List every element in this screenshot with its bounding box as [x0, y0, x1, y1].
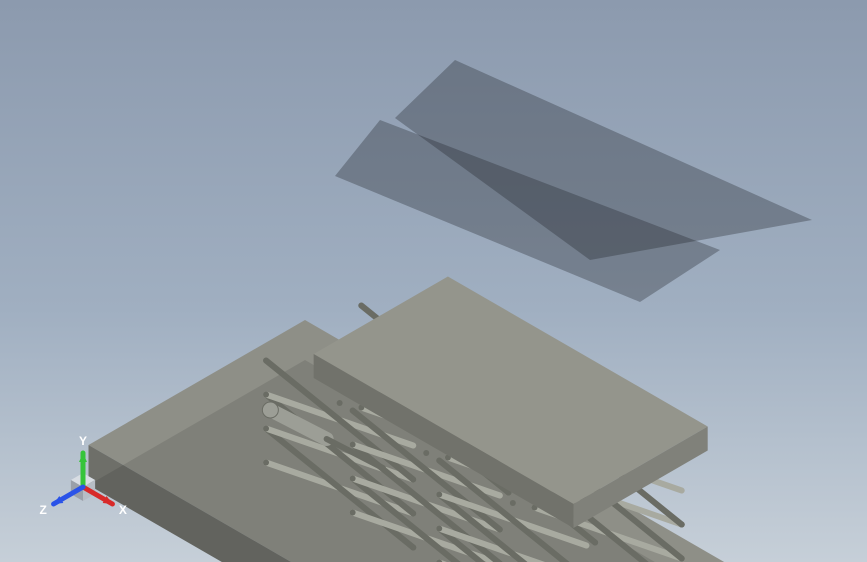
y-axis-label: Y [79, 434, 87, 448]
pivot [605, 530, 611, 536]
actuator-cap [262, 402, 278, 418]
axis-triad[interactable]: X Y Z [28, 432, 138, 542]
x-axis-label: X [119, 503, 127, 517]
z-axis-label: Z [39, 503, 46, 517]
pivot [436, 526, 442, 532]
pivot [350, 510, 356, 516]
axis-triad-svg: X Y Z [28, 432, 138, 542]
pivot [497, 527, 503, 533]
pivot [350, 442, 356, 448]
pivot [423, 535, 429, 541]
pivot [263, 392, 269, 398]
pivot [423, 467, 429, 473]
pivot [510, 551, 516, 557]
pivot [423, 450, 429, 456]
pivot [337, 451, 343, 457]
cad-viewport[interactable]: X Y Z [0, 0, 867, 562]
pivot [679, 556, 685, 562]
y-axis-head [79, 453, 87, 462]
pivot [592, 540, 598, 546]
pivot [510, 517, 516, 523]
pivot [436, 492, 442, 498]
pivot [337, 400, 343, 406]
pivot [410, 477, 416, 483]
pivot [510, 500, 516, 506]
pivot [410, 511, 416, 517]
pivot [679, 522, 685, 528]
pivot [423, 501, 429, 507]
pivot [263, 460, 269, 466]
pivot [337, 417, 343, 423]
pivot [263, 426, 269, 432]
pivot [410, 545, 416, 551]
pivot [350, 476, 356, 482]
pivot [337, 485, 343, 491]
